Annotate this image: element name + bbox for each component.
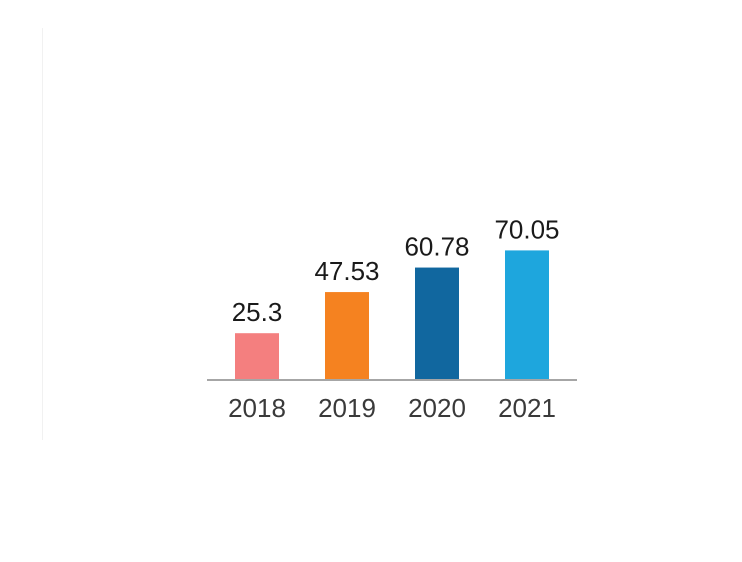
bar-2018 <box>235 333 279 380</box>
value-label-2019: 47.53 <box>314 256 379 286</box>
bar-2021 <box>505 250 549 380</box>
value-label-2021: 70.05 <box>494 214 559 244</box>
x-tick-label-2020: 2020 <box>408 393 466 423</box>
bar-2020 <box>415 267 459 380</box>
value-label-2018: 25.3 <box>232 297 283 327</box>
x-tick-label-2018: 2018 <box>228 393 286 423</box>
value-label-2020: 60.78 <box>404 232 469 262</box>
x-tick-label-2021: 2021 <box>498 393 556 423</box>
value-labels-group: 25.3 47.53 60.78 70.05 <box>232 214 560 327</box>
x-tick-label-2019: 2019 <box>318 393 376 423</box>
bars-group <box>235 250 549 380</box>
x-tick-labels-group: 2018 2019 2020 2021 <box>228 393 556 423</box>
left-border-line <box>42 28 43 440</box>
bar-2019 <box>325 292 369 380</box>
